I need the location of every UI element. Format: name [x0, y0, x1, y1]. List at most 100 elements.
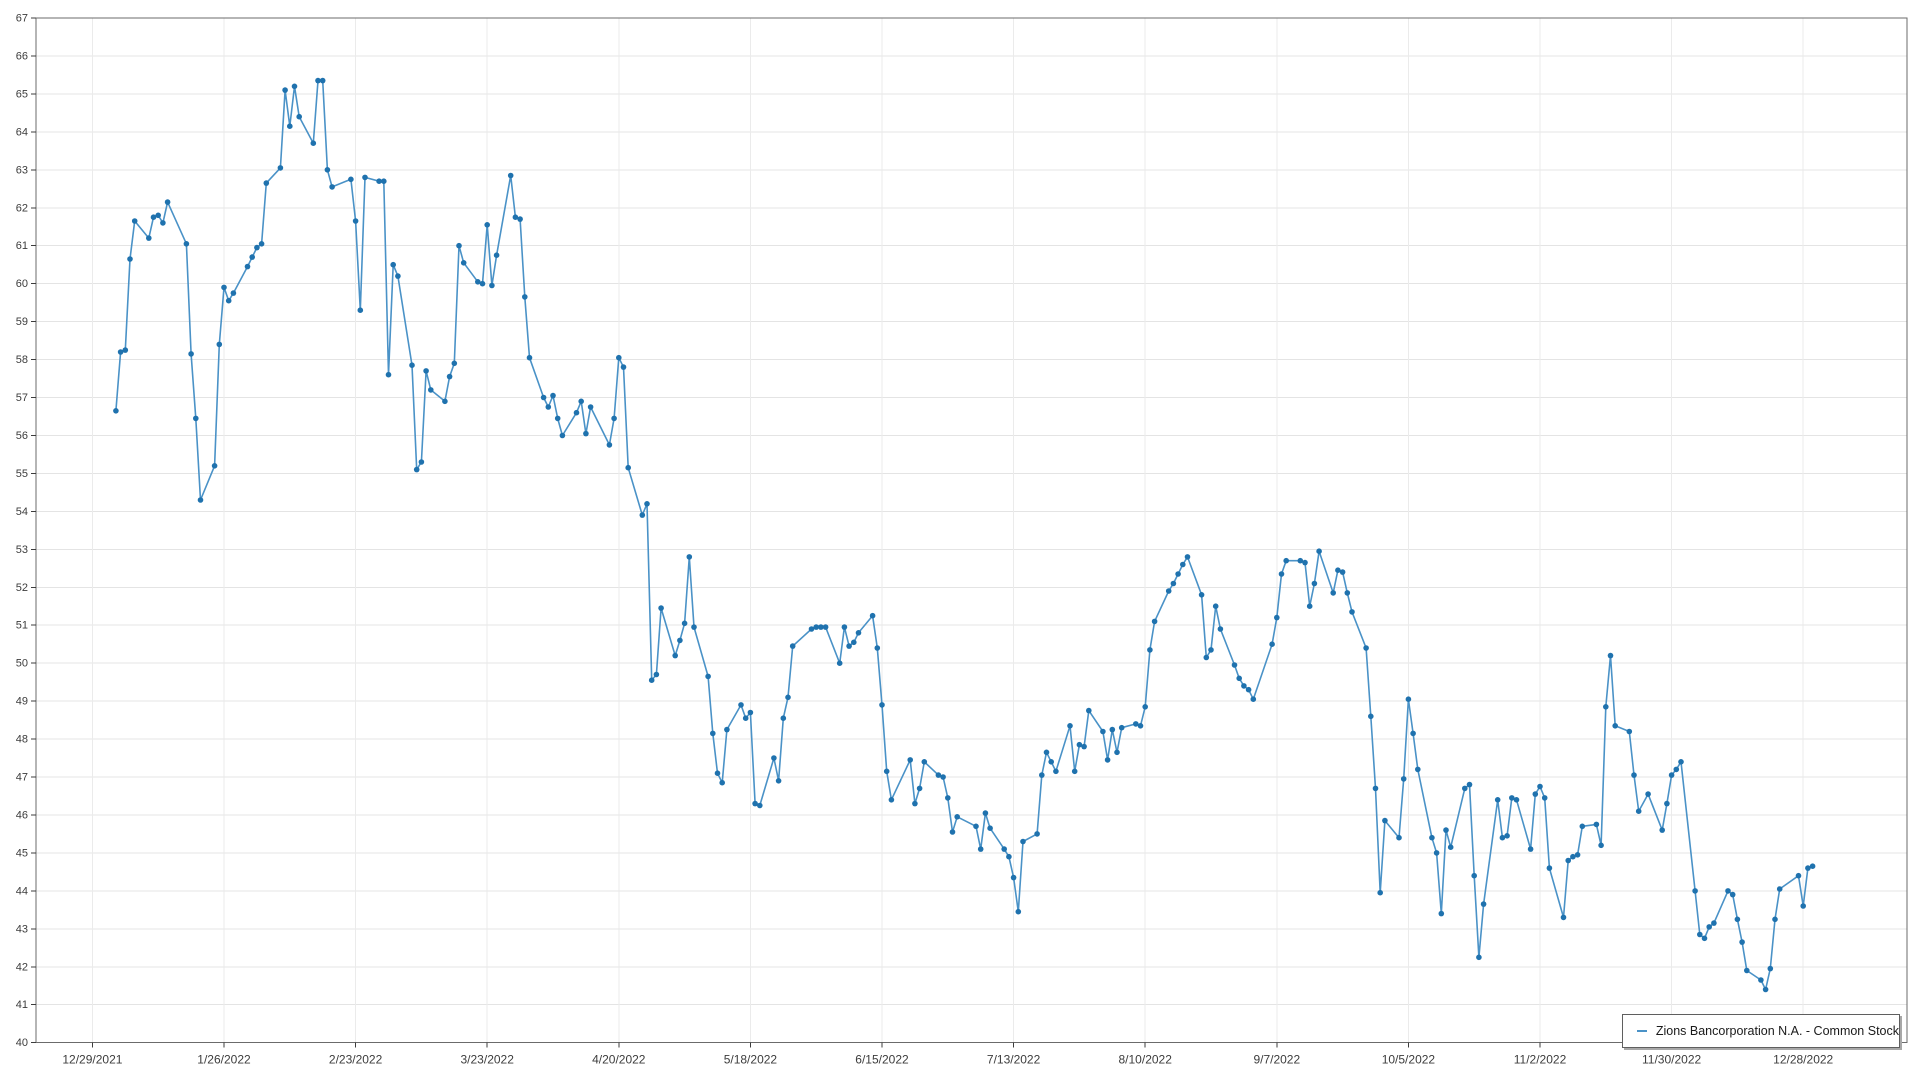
y-axis-tick-label: 56 — [16, 430, 28, 442]
data-point — [1560, 914, 1567, 921]
y-axis-tick-label: 48 — [16, 734, 28, 746]
data-point — [1513, 797, 1520, 803]
data-point — [1048, 759, 1054, 765]
data-point — [484, 222, 491, 228]
data-point — [1114, 749, 1120, 756]
data-point — [1603, 704, 1609, 710]
data-point — [1405, 696, 1412, 702]
data-point — [1776, 886, 1783, 892]
y-axis-tick-label: 54 — [16, 506, 28, 518]
data-point — [517, 216, 523, 222]
data-point — [1400, 776, 1407, 782]
data-point — [324, 167, 331, 173]
data-point — [1758, 977, 1764, 983]
x-axis-tick-label: 12/28/2022 — [1773, 1053, 1833, 1067]
data-point — [282, 87, 288, 93]
data-point — [348, 176, 354, 183]
data-point — [489, 282, 495, 289]
data-point — [1706, 924, 1712, 930]
data-point — [1137, 723, 1144, 729]
y-axis-tick-label: 63 — [16, 164, 28, 176]
data-point — [921, 759, 928, 765]
data-point — [1006, 853, 1012, 860]
data-point — [573, 409, 580, 416]
data-point — [1772, 916, 1778, 923]
data-point — [1086, 707, 1092, 714]
x-axis-tick-label: 11/30/2022 — [1642, 1053, 1701, 1067]
data-point — [1635, 808, 1642, 814]
data-point — [287, 123, 293, 129]
data-point — [1744, 967, 1750, 974]
data-point — [1546, 865, 1553, 871]
data-point — [841, 624, 848, 630]
data-point — [1053, 768, 1059, 775]
data-point — [1231, 662, 1238, 668]
data-point — [775, 778, 782, 784]
x-axis-tick-label: 8/10/2022 — [1119, 1053, 1173, 1067]
y-axis-tick-label: 66 — [16, 50, 28, 62]
data-point — [230, 290, 237, 296]
data-point — [1692, 888, 1698, 894]
y-axis-tick-label: 65 — [16, 88, 28, 100]
data-point — [329, 184, 335, 190]
data-point — [442, 398, 448, 405]
data-point — [1001, 846, 1007, 852]
data-point — [818, 624, 824, 630]
data-point — [1377, 889, 1383, 896]
data-point — [150, 214, 157, 220]
data-point — [789, 643, 796, 649]
data-point — [1499, 834, 1506, 841]
data-point — [1302, 559, 1308, 566]
data-point — [940, 774, 946, 780]
data-point — [1274, 614, 1280, 621]
x-axis-tick-label: 10/5/2022 — [1382, 1053, 1436, 1067]
data-point — [677, 637, 683, 644]
data-point — [771, 755, 777, 761]
data-point — [1593, 821, 1600, 828]
y-axis-tick-label: 67 — [16, 13, 28, 25]
x-axis-tick-label: 1/26/2022 — [197, 1053, 251, 1067]
x-axis-tick-label: 11/2/2022 — [1514, 1053, 1567, 1067]
data-point — [1212, 603, 1219, 609]
data-point — [1184, 554, 1191, 560]
data-point — [258, 241, 265, 247]
x-axis-tick-label: 2/23/2022 — [329, 1053, 383, 1067]
x-axis-tick-label: 7/13/2022 — [987, 1053, 1041, 1067]
data-point — [935, 772, 942, 778]
data-point — [1739, 939, 1745, 945]
data-point — [249, 254, 255, 260]
data-point — [131, 218, 138, 224]
data-point — [1335, 567, 1341, 573]
data-point — [1800, 903, 1806, 909]
data-point — [1297, 557, 1304, 564]
data-point — [352, 218, 359, 224]
data-point — [1415, 766, 1421, 773]
data-point — [1020, 838, 1026, 845]
data-point — [1010, 874, 1017, 881]
data-point — [1165, 588, 1172, 594]
data-point — [155, 212, 161, 219]
data-point — [1269, 641, 1275, 647]
data-point — [146, 235, 152, 241]
data-point — [705, 673, 711, 680]
data-point — [1109, 726, 1116, 733]
data-point — [1118, 724, 1125, 731]
data-point — [606, 442, 613, 448]
data-point — [719, 779, 725, 786]
data-point — [456, 242, 462, 249]
data-point — [1701, 935, 1708, 942]
data-point — [381, 178, 387, 184]
data-point — [1532, 791, 1539, 797]
data-point — [1170, 580, 1177, 587]
data-point — [949, 829, 956, 835]
x-axis-tick-label: 6/15/2022 — [855, 1053, 909, 1067]
y-axis-tick-label: 44 — [16, 885, 28, 897]
y-axis-tick-label: 58 — [16, 354, 28, 366]
data-point — [1245, 686, 1252, 693]
y-axis-tick-label: 40 — [16, 1037, 28, 1049]
data-point — [1283, 557, 1289, 564]
data-point — [1217, 626, 1224, 632]
data-point — [620, 364, 627, 370]
data-point — [1443, 827, 1449, 833]
